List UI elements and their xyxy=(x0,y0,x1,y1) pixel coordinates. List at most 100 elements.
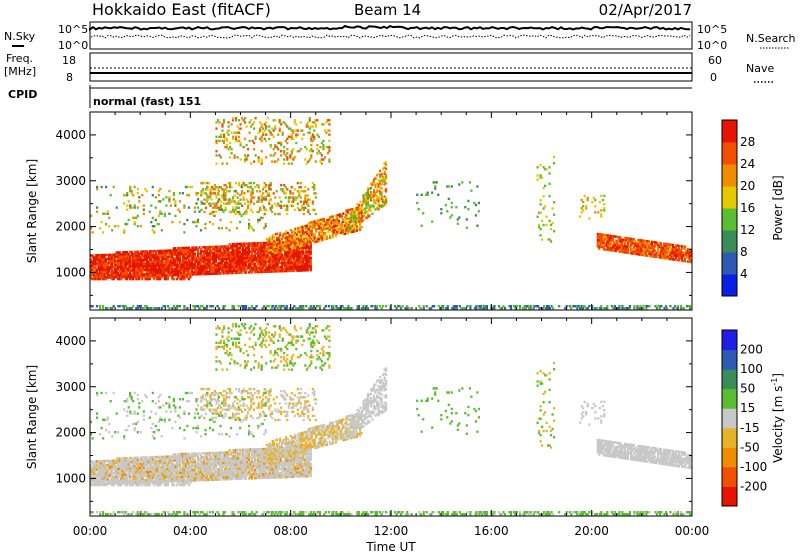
heatmap-cell xyxy=(467,199,470,203)
heatmap-cell xyxy=(239,194,242,197)
heatmap-cell xyxy=(141,458,144,461)
power-cbar-tick-16: 16 xyxy=(740,201,755,215)
heatmap-cell xyxy=(312,235,315,238)
heatmap-cell xyxy=(282,247,285,250)
heatmap-cell xyxy=(309,225,312,228)
heatmap-cell xyxy=(620,238,623,241)
heatmap-cell xyxy=(150,258,153,261)
heatmap-cell xyxy=(265,184,268,187)
heatmap-cell xyxy=(603,207,606,210)
heatmap-cell xyxy=(687,305,690,308)
heatmap-cell xyxy=(275,259,278,263)
heatmap-cell xyxy=(130,469,133,472)
heatmap-cell xyxy=(281,263,284,267)
heatmap-cell xyxy=(204,260,207,263)
heatmap-cell xyxy=(626,239,629,242)
heatmap-cell xyxy=(94,273,97,277)
heatmap-cell xyxy=(102,260,105,263)
heatmap-cell xyxy=(299,259,302,262)
heatmap-cell xyxy=(289,135,292,138)
heatmap-cell xyxy=(283,158,286,161)
heatmap-cell xyxy=(293,257,296,260)
heatmap-cell xyxy=(539,176,542,179)
heatmap-cell xyxy=(254,137,257,141)
heatmap-cell xyxy=(288,265,291,268)
heatmap-cell xyxy=(175,265,178,268)
heatmap-cell xyxy=(665,251,669,254)
heatmap-cell xyxy=(184,250,187,254)
heatmap-cell xyxy=(420,224,423,227)
heatmap-cell xyxy=(631,242,634,245)
heatmap-cell xyxy=(280,241,283,245)
heatmap-cell xyxy=(91,231,94,234)
heatmap-cell xyxy=(309,305,312,308)
heatmap-cell xyxy=(250,125,253,128)
heatmap-cell xyxy=(303,231,306,234)
heatmap-cell xyxy=(108,266,111,269)
heatmap-cell xyxy=(302,248,305,251)
heatmap-cell xyxy=(90,254,93,257)
heatmap-cell xyxy=(372,201,376,204)
heatmap-cell xyxy=(310,231,313,234)
heatmap-cell xyxy=(237,246,240,250)
heatmap-cell xyxy=(297,307,300,310)
heatmap-cell xyxy=(331,217,334,220)
heatmap-cell xyxy=(318,237,321,240)
heatmap-cell xyxy=(292,158,295,161)
heatmap-cell xyxy=(237,261,240,264)
heatmap-cell xyxy=(256,200,259,203)
heatmap-cell xyxy=(174,214,177,218)
heatmap-cell xyxy=(247,190,250,193)
heatmap-cell xyxy=(112,259,115,263)
heatmap-cell xyxy=(160,275,163,279)
heatmap-cell xyxy=(290,267,293,270)
heatmap-cell xyxy=(536,215,539,218)
heatmap-cell xyxy=(118,467,121,470)
heatmap-cell xyxy=(118,463,121,466)
heatmap-cell xyxy=(287,198,290,201)
heatmap-cell xyxy=(482,305,485,308)
heatmap-cell xyxy=(379,174,382,177)
heatmap-cell xyxy=(199,305,203,308)
heatmap-cell xyxy=(309,240,312,243)
heatmap-cell xyxy=(153,266,156,269)
heatmap-cell xyxy=(263,264,266,267)
heatmap-cell xyxy=(159,187,162,191)
heatmap-cell xyxy=(108,273,111,277)
heatmap-cell xyxy=(368,206,371,209)
heatmap-cell xyxy=(308,256,311,260)
heatmap-cell xyxy=(222,253,225,256)
heatmap-cell xyxy=(365,204,368,207)
heatmap-cell xyxy=(154,258,157,261)
heatmap-cell xyxy=(357,206,360,209)
heatmap-cell xyxy=(360,209,364,213)
heatmap-cell xyxy=(102,264,105,267)
heatmap-cell xyxy=(230,267,233,271)
heatmap-cell xyxy=(219,257,222,261)
heatmap-cell xyxy=(371,212,374,215)
heatmap-cell xyxy=(270,262,273,265)
heatmap-cell xyxy=(632,252,635,255)
heatmap-cell xyxy=(271,235,274,239)
heatmap-cell xyxy=(435,181,438,184)
heatmap-cell xyxy=(288,241,291,245)
heatmap-cell xyxy=(342,231,345,234)
heatmap-cell xyxy=(585,307,588,310)
heatmap-cell xyxy=(684,251,687,255)
heatmap-cell xyxy=(368,194,371,197)
heatmap-cell xyxy=(380,191,383,194)
heatmap-cell xyxy=(221,139,224,143)
heatmap-cell xyxy=(276,307,279,310)
heatmap-cell xyxy=(172,263,175,267)
heatmap-cell xyxy=(106,270,109,273)
heatmap-cell xyxy=(616,248,619,251)
heatmap-cell xyxy=(236,251,239,254)
heatmap-cell xyxy=(598,239,601,242)
heatmap-cell xyxy=(543,305,546,308)
heatmap-cell xyxy=(641,251,644,255)
heatmap-cell xyxy=(217,189,221,193)
heatmap-cell xyxy=(288,307,291,310)
heatmap-cell xyxy=(262,131,265,134)
heatmap-cell xyxy=(93,466,96,469)
heatmap-cell xyxy=(369,199,373,202)
